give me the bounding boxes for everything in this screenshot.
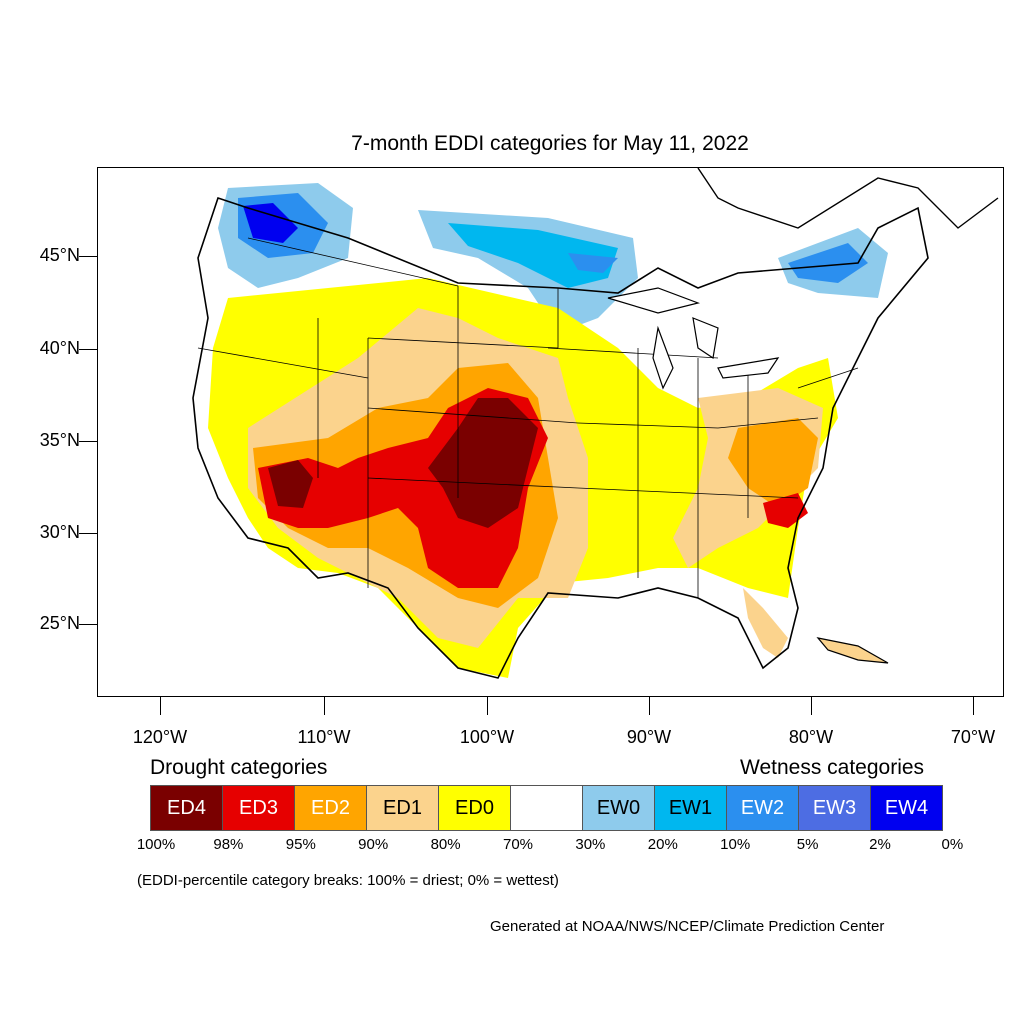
legend-category-ew2: EW2 — [726, 785, 799, 831]
percentile-label: 80% — [430, 836, 461, 853]
percentile-label: 0% — [941, 836, 964, 853]
lat-tick-mark — [79, 533, 97, 534]
lon-tick-mark — [324, 697, 325, 715]
percentile-label: 90% — [358, 836, 389, 853]
legend-category-ed3: ED3 — [222, 785, 295, 831]
legend-category-ed4: ED4 — [150, 785, 223, 831]
drought-ed4-southernplains — [428, 398, 538, 528]
wetness-heading: Wetness categories — [740, 756, 925, 779]
legend-category-ew3: EW3 — [798, 785, 871, 831]
drought-ed1-florida — [743, 588, 788, 658]
lon-label: 110°W — [297, 727, 351, 747]
percentile-label: 70% — [502, 836, 534, 853]
percentile-label: 98% — [213, 836, 244, 853]
wet-area-northwest-max — [243, 203, 298, 243]
percentile-label: 30% — [575, 836, 606, 853]
lon-tick-mark — [487, 697, 488, 715]
lat-tick-mark — [79, 256, 97, 257]
lon-label: 80°W — [788, 727, 834, 747]
lon-label: 120°W — [132, 727, 188, 747]
percentile-label: 2% — [869, 836, 891, 853]
percentile-label: 5% — [796, 836, 819, 853]
lat-label: 35°N — [39, 430, 80, 450]
legend-category-ed1: ED1 — [366, 785, 439, 831]
wet-area-northplains-max — [568, 253, 618, 273]
coastline — [192, 196, 929, 679]
wet-area-northplains-core — [448, 223, 618, 288]
category-note: (EDDI-percentile category breaks: 100% =… — [137, 872, 559, 889]
state-boundaries — [197, 237, 859, 598]
percentile-label: 20% — [647, 836, 678, 853]
legend-category-ed2: ED2 — [294, 785, 367, 831]
lat-label: 25°N — [39, 613, 80, 633]
lat-label: 30°N — [39, 522, 80, 542]
lon-label: 70°W — [950, 727, 996, 747]
legend-category-neutral — [510, 785, 583, 831]
map-panel — [97, 167, 1004, 697]
wet-area-newengland-core — [788, 243, 868, 283]
lat-tick-mark — [79, 349, 97, 350]
drought-ed3-southcarolina — [763, 493, 808, 528]
percentile-label: 100% — [136, 836, 176, 853]
lat-tick-mark — [79, 624, 97, 625]
legend-category-ew1: EW1 — [654, 785, 727, 831]
lon-label: 100°W — [459, 727, 515, 747]
lon-tick-mark — [973, 697, 974, 715]
cuba — [816, 637, 889, 664]
canada-coast — [697, 168, 999, 229]
lon-tick-mark — [811, 697, 812, 715]
lat-tick-mark — [79, 441, 97, 442]
drought-ed2-carolinas — [728, 418, 818, 508]
lon-label: 90°W — [626, 727, 672, 747]
legend-colorbar: ED4 ED3 ED2 ED1 ED0 EW0 EW1 EW2 EW3 EW4 — [150, 785, 943, 831]
credit-line: Generated at NOAA/NWS/NCEP/Climate Predi… — [490, 918, 885, 935]
lat-label: 40°N — [39, 338, 80, 358]
map-title: 7-month EDDI categories for May 11, 2022 — [351, 132, 749, 155]
lon-tick-mark — [649, 697, 650, 715]
lat-label: 45°N — [39, 245, 80, 265]
legend-category-ew0: EW0 — [582, 785, 655, 831]
legend-category-ed0: ED0 — [438, 785, 511, 831]
drought-heading: Drought categories — [150, 756, 328, 779]
percentile-label: 10% — [720, 836, 751, 853]
lon-tick-mark — [160, 697, 161, 715]
percentile-label: 95% — [285, 836, 316, 853]
great-lakes — [607, 287, 780, 390]
legend-category-ew4: EW4 — [870, 785, 943, 831]
conus-map — [192, 168, 999, 679]
drought-ed4-arizona — [268, 460, 313, 508]
